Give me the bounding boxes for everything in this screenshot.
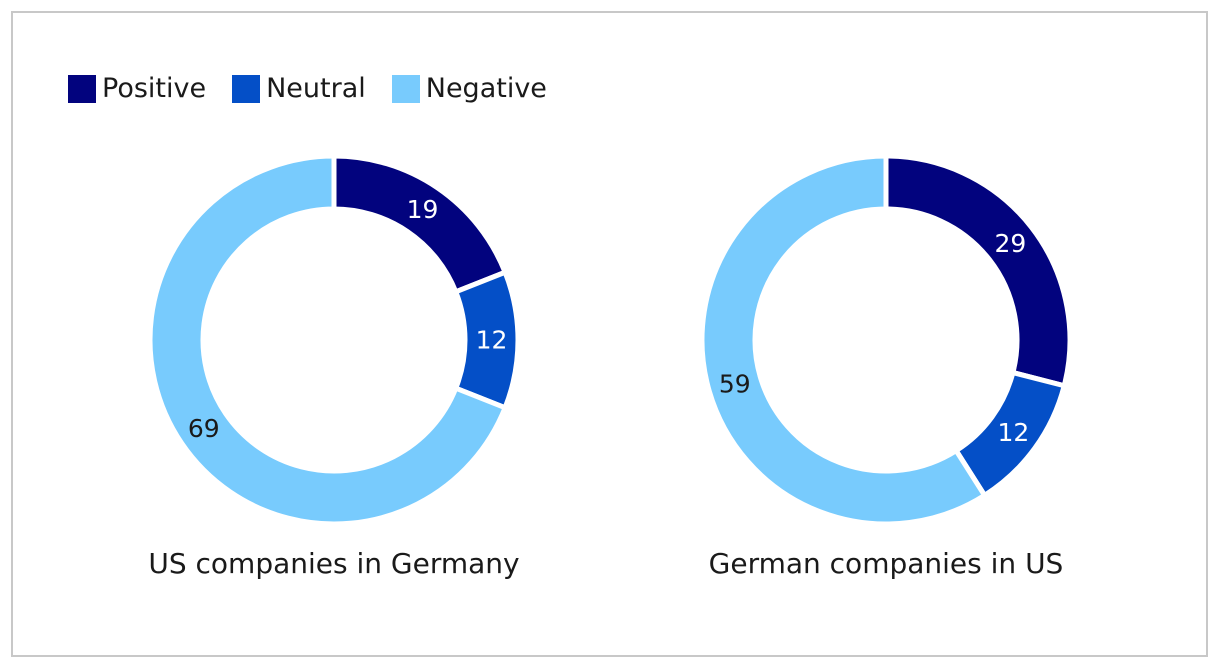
legend-label-positive: Positive bbox=[102, 73, 207, 104]
chart-legend: Positive Neutral Negative bbox=[68, 72, 573, 106]
donut-slice-negative-chart-1 bbox=[147, 153, 509, 527]
legend-label-negative: Negative bbox=[425, 73, 547, 104]
donut-german-companies-in-us: 29 12 59 bbox=[699, 153, 1073, 527]
chart-frame bbox=[11, 11, 1208, 657]
legend-swatch-neutral bbox=[232, 75, 261, 103]
data-label-positive-chart-2: 29 bbox=[995, 229, 1027, 258]
data-label-neutral-chart-2: 12 bbox=[998, 418, 1030, 447]
donut-slice-negative-chart-2 bbox=[699, 153, 989, 527]
chart-title-us-companies-in-germany: US companies in Germany bbox=[148, 547, 520, 580]
legend-swatch-positive bbox=[68, 75, 96, 103]
data-label-negative-chart-2: 59 bbox=[719, 369, 751, 398]
donut-slice-positive-chart-2 bbox=[883, 153, 1073, 389]
legend-item-negative: Negative bbox=[391, 72, 547, 106]
donut-us-companies-in-germany: 19 12 69 bbox=[147, 153, 521, 527]
legend-label-neutral: Neutral bbox=[266, 73, 366, 104]
chart-title-german-companies-in-us: German companies in US bbox=[708, 547, 1064, 580]
data-label-negative-chart-1: 69 bbox=[188, 414, 220, 443]
legend-item-positive: Positive bbox=[68, 72, 206, 106]
legend-item-neutral: Neutral bbox=[232, 72, 366, 106]
data-label-positive-chart-1: 19 bbox=[407, 195, 439, 224]
data-label-neutral-chart-1: 12 bbox=[476, 326, 508, 355]
legend-swatch-negative bbox=[391, 75, 420, 103]
